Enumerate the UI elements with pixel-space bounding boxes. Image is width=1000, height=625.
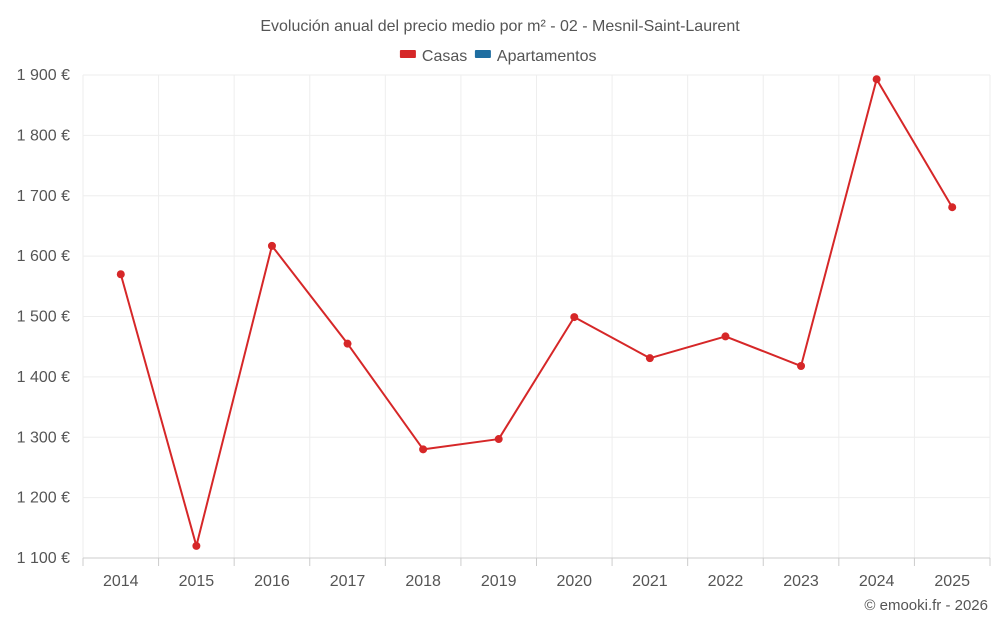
y-tick-label: 1 900 €	[17, 67, 70, 84]
data-point-2017[interactable]	[343, 339, 352, 348]
legend-label: Apartamentos	[497, 48, 597, 65]
y-tick-label: 1 400 €	[17, 369, 70, 386]
data-point-2025[interactable]	[948, 203, 957, 212]
data-point-2018[interactable]	[419, 445, 428, 454]
legend-item-casas[interactable]: Casas	[399, 48, 467, 65]
y-tick-label: 1 200 €	[17, 490, 70, 507]
data-point-2023[interactable]	[797, 362, 806, 371]
chart-title: Evolución anual del precio medio por m² …	[260, 18, 740, 35]
legend: Casas Apartamentos	[399, 48, 597, 65]
legend-label: Casas	[422, 48, 467, 65]
x-tick-label: 2022	[708, 573, 744, 590]
x-tick-label: 2015	[179, 573, 215, 590]
x-tick-label: 2020	[556, 573, 592, 590]
axes: 1 100 € 1 200 € 1 300 € 1 400 € 1 500 € 1 600…	[17, 67, 991, 590]
legend-swatch	[474, 50, 491, 58]
data-point-2022[interactable]	[721, 332, 730, 341]
series-line-casas	[119, 78, 954, 547]
data-point-2021[interactable]	[645, 354, 654, 363]
series-layer	[116, 75, 957, 550]
legend-item-apartamentos[interactable]: Apartamentos	[474, 48, 597, 65]
legend-swatch	[399, 50, 416, 58]
y-tick-label: 1 700 €	[17, 188, 70, 205]
x-tick-label: 2021	[632, 573, 668, 590]
y-tick-label: 1 600 €	[17, 248, 70, 265]
x-tick-label: 2014	[103, 573, 139, 590]
y-tick-label: 1 100 €	[17, 550, 70, 567]
x-tick-label: 2019	[481, 573, 517, 590]
data-point-2019[interactable]	[494, 435, 503, 444]
grid	[82, 74, 991, 558]
credit-text: © emooki.fr - 2026	[864, 597, 988, 614]
y-tick-label: 1 800 €	[17, 127, 70, 144]
x-tick-label: 2025	[934, 573, 970, 590]
y-tick-label: 1 300 €	[17, 429, 70, 446]
data-point-2016[interactable]	[267, 241, 276, 250]
x-tick-label: 2018	[405, 573, 441, 590]
data-point-2024[interactable]	[872, 75, 881, 84]
data-point-2015[interactable]	[192, 541, 201, 550]
x-tick-label: 2023	[783, 573, 819, 590]
x-tick-label: 2024	[859, 573, 895, 590]
x-tick-label: 2017	[330, 573, 366, 590]
data-point-2014[interactable]	[116, 270, 125, 279]
data-point-2020[interactable]	[570, 313, 579, 322]
y-tick-label: 1 500 €	[17, 309, 70, 326]
x-tick-label: 2016	[254, 573, 290, 590]
